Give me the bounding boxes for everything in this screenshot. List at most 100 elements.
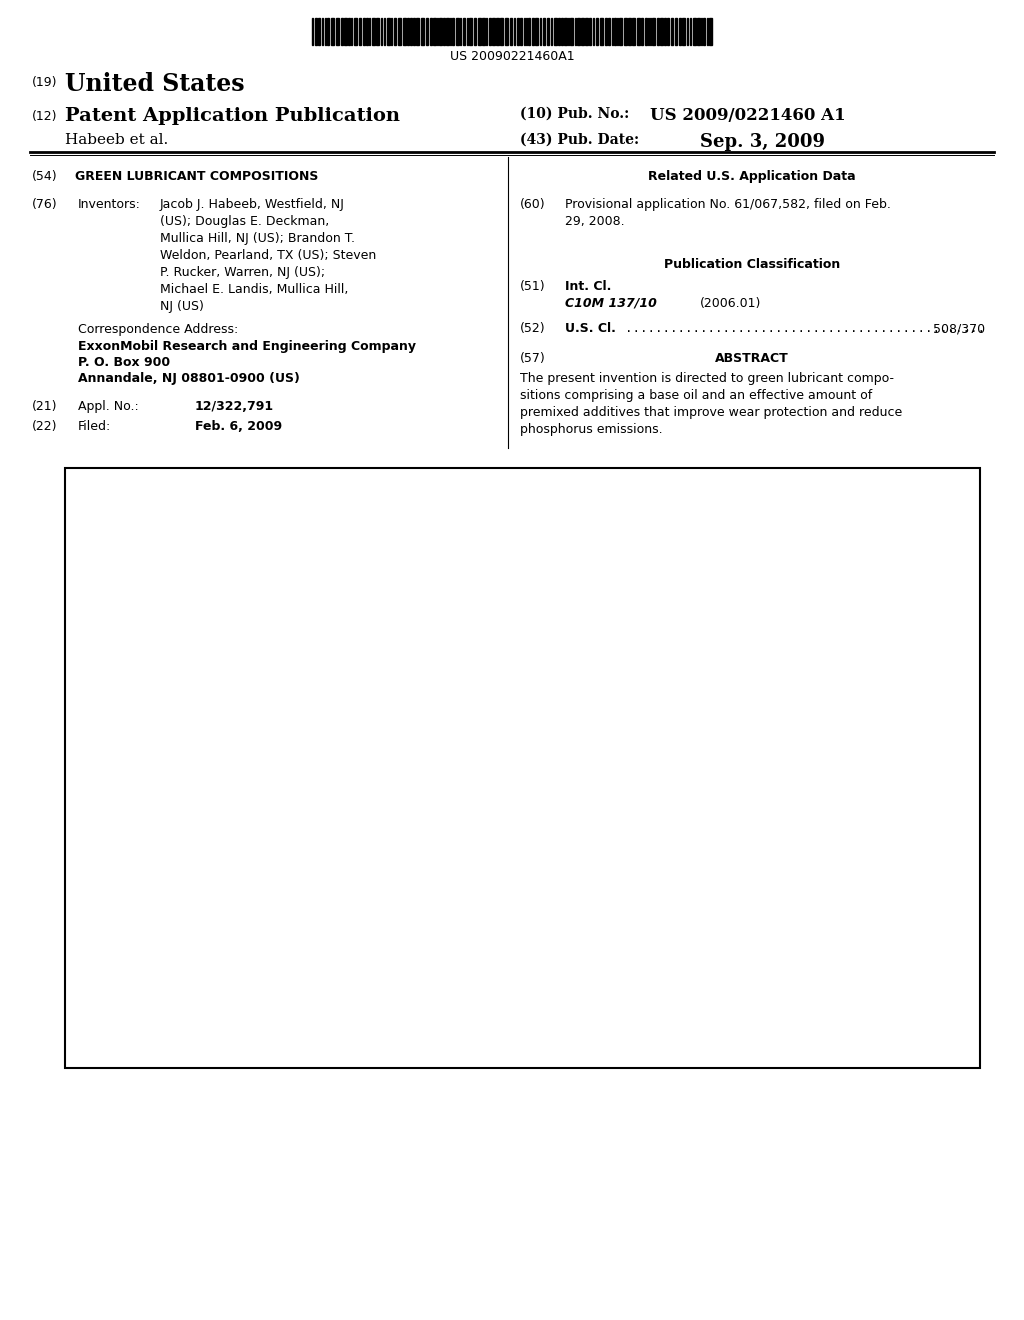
Text: (57): (57) [520, 352, 546, 366]
Bar [697, 18, 700, 45]
Text: Feb. 6, 2009: Feb. 6, 2009 [195, 420, 283, 433]
Bar [577, 18, 580, 45]
Bar [664, 18, 666, 45]
Bar [318, 18, 319, 45]
Text: Inventors:: Inventors: [78, 198, 141, 211]
Text: Jacob J. Habeeb, Westfield, NJ
(US); Douglas E. Deckman,
Mullica Hill, NJ (US); : Jacob J. Habeeb, Westfield, NJ (US); Dou… [160, 198, 376, 313]
Bar [348, 18, 350, 45]
Text: (52): (52) [520, 322, 546, 335]
Bar [693, 18, 696, 45]
Text: US 20090221460A1: US 20090221460A1 [450, 50, 574, 63]
10W30 Oil -ZDDP+0.3wt% CuDDP [555, 937, 567, 953]
Bar [632, 18, 635, 45]
10W30 Oil -ZDDP+0.3wt% CuDDP [145, 987, 158, 1003]
Text: Publication Classification: Publication Classification [664, 257, 840, 271]
Bar [394, 18, 396, 45]
Bar [492, 18, 495, 45]
Line: 10W30 Oil +0.3 wt% CuOleate: 10W30 Oil +0.3 wt% CuOleate [147, 919, 701, 999]
Bar [675, 18, 677, 45]
Bar [327, 18, 329, 45]
Bar [564, 18, 567, 45]
Bar [403, 18, 406, 45]
Text: Correspondence Address:: Correspondence Address: [78, 323, 239, 337]
Bar [482, 18, 485, 45]
Bar [421, 18, 424, 45]
Bar [331, 18, 334, 45]
Bar [618, 18, 622, 45]
Bar [376, 18, 379, 45]
Text: United States: United States [65, 73, 245, 96]
Bar [354, 18, 357, 45]
Bar [596, 18, 598, 45]
Text: (12): (12) [32, 110, 57, 123]
Bar [589, 18, 591, 45]
Text: 10W30 Oil - ZDDP: 10W30 Oil - ZDDP [302, 648, 409, 661]
Text: 10W30 Oil -ZDDP+0.3wt% CuDDP: 10W30 Oil -ZDDP+0.3wt% CuDDP [220, 960, 421, 973]
Bar [407, 18, 409, 45]
Bar [398, 18, 401, 45]
Bar [682, 18, 685, 45]
Text: ABSTRACT: ABSTRACT [715, 352, 788, 366]
Text: (60): (60) [520, 198, 546, 211]
Text: (22): (22) [32, 420, 57, 433]
Bar [528, 18, 530, 45]
Bar [605, 18, 607, 45]
Line: 10W30 Oil: 10W30 Oil [147, 818, 701, 999]
Text: (2006.01): (2006.01) [700, 297, 762, 310]
Bar [703, 18, 705, 45]
Bar [652, 18, 655, 45]
Text: (21): (21) [32, 400, 57, 413]
Bar [535, 18, 538, 45]
Bar [344, 18, 347, 45]
Bar [474, 18, 476, 45]
Bar [505, 18, 508, 45]
10W30 Oil -ZDDP+0.3wt% CuDDP [283, 956, 295, 972]
Bar [469, 18, 472, 45]
10W30 Oil -ZDDP+0.3wt% CuDDP [691, 933, 703, 949]
Bar [532, 18, 534, 45]
Bar [456, 18, 459, 45]
Text: U.S. Cl.: U.S. Cl. [565, 322, 615, 335]
Title: Copper Oleate in a 10W30 Oil: Copper Oleate in a 10W30 Oil [376, 511, 746, 531]
Bar [671, 18, 673, 45]
Bar [366, 18, 368, 45]
Bar [600, 18, 603, 45]
Bar [543, 18, 545, 45]
Bar [628, 18, 631, 45]
Bar [336, 18, 339, 45]
Bar [433, 18, 436, 45]
Bar [517, 18, 519, 45]
Bar [510, 18, 512, 45]
Bar [439, 18, 442, 45]
Text: P. O. Box 900: P. O. Box 900 [78, 356, 170, 370]
Bar [416, 18, 419, 45]
Bar [443, 18, 445, 45]
10W30 Oil +0.3 wt% CuOleate [691, 915, 703, 931]
10W30 Oil +0.3 wt% CuOleate [419, 919, 431, 935]
Text: (76): (76) [32, 198, 57, 211]
Bar [660, 18, 663, 45]
Text: US 2009/0221460 A1: US 2009/0221460 A1 [650, 107, 846, 124]
10W30 Oil [419, 820, 431, 836]
Bar [645, 18, 647, 45]
Text: Patent Application Publication: Patent Application Publication [65, 107, 400, 125]
Text: Appl. No.:: Appl. No.: [78, 400, 138, 413]
Text: (54): (54) [32, 170, 57, 183]
Bar [372, 18, 375, 45]
Text: 10W30 Oil: 10W30 Oil [438, 793, 500, 807]
Text: C10M 137/10: C10M 137/10 [565, 297, 656, 310]
Y-axis label: Average Cam Lobe Wear,
Micron: Average Cam Lobe Wear, Micron [86, 680, 117, 855]
Text: Annandale, NJ 08801-0900 (US): Annandale, NJ 08801-0900 (US) [78, 372, 300, 385]
Text: 10W30 Oil - ZDDP + 0.3wt% CuOleate: 10W30 Oil - ZDDP + 0.3wt% CuOleate [302, 548, 528, 561]
Bar [500, 18, 503, 45]
Bar [547, 18, 549, 45]
Bar [585, 18, 588, 45]
Bar [410, 18, 412, 45]
Text: The present invention is directed to green lubricant compo-
sitions comprising a: The present invention is directed to gre… [520, 372, 902, 436]
Text: 10W30 Oil +0.3 wt% CuOleate: 10W30 Oil +0.3 wt% CuOleate [438, 866, 620, 879]
Text: 12/322,791: 12/322,791 [195, 400, 274, 413]
Text: GREEN LUBRICANT COMPOSITIONS: GREEN LUBRICANT COMPOSITIONS [75, 170, 318, 183]
Text: Related U.S. Application Data: Related U.S. Application Data [648, 170, 856, 183]
Text: (10) Pub. No.:: (10) Pub. No.: [520, 107, 630, 121]
Bar [667, 18, 669, 45]
